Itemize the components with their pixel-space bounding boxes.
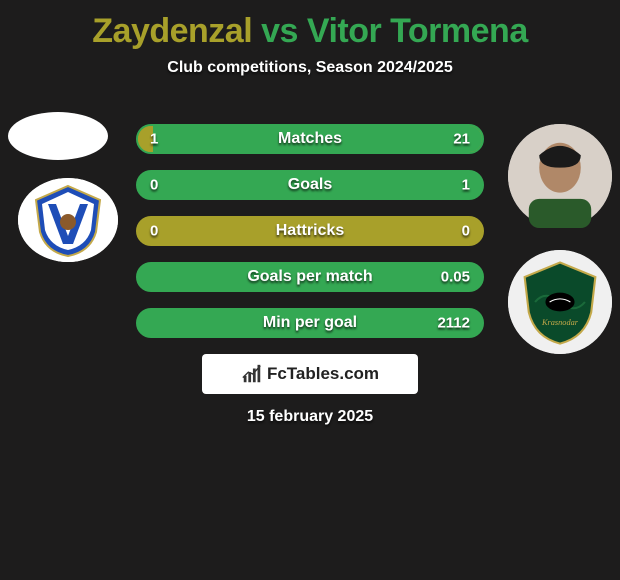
player1-name: Zaydenzal	[92, 12, 252, 50]
player2-name: Vitor Tormena	[307, 12, 528, 50]
player2-photo	[508, 124, 612, 228]
player1-photo	[8, 112, 108, 160]
svg-text:Krasnodar: Krasnodar	[541, 318, 579, 327]
stat-label: Goals	[138, 176, 482, 194]
chart-icon	[241, 363, 263, 385]
stat-label: Goals per match	[138, 268, 482, 286]
player2-club-logo: Krasnodar	[508, 250, 612, 354]
stat-bars: 121Matches 01Goals 00Hattricks 0.05Goals pe…	[136, 124, 484, 354]
date: 15 february 2025	[0, 408, 620, 426]
watermark-text: FcTables.com	[267, 364, 379, 384]
watermark: FcTables.com	[202, 354, 418, 394]
stat-row: 00Hattricks	[136, 216, 484, 246]
stat-row: 0.05Goals per match	[136, 262, 484, 292]
stat-label: Min per goal	[138, 314, 482, 332]
stat-label: Hattricks	[138, 222, 482, 240]
subtitle: Club competitions, Season 2024/2025	[0, 59, 620, 77]
vs-text: vs	[261, 12, 298, 50]
stat-row: 2112Min per goal	[136, 308, 484, 338]
comparison-title: Zaydenzal vs Vitor Tormena	[0, 0, 620, 51]
stat-row: 121Matches	[136, 124, 484, 154]
stat-label: Matches	[138, 130, 482, 148]
stat-row: 01Goals	[136, 170, 484, 200]
player1-club-logo	[18, 178, 118, 262]
